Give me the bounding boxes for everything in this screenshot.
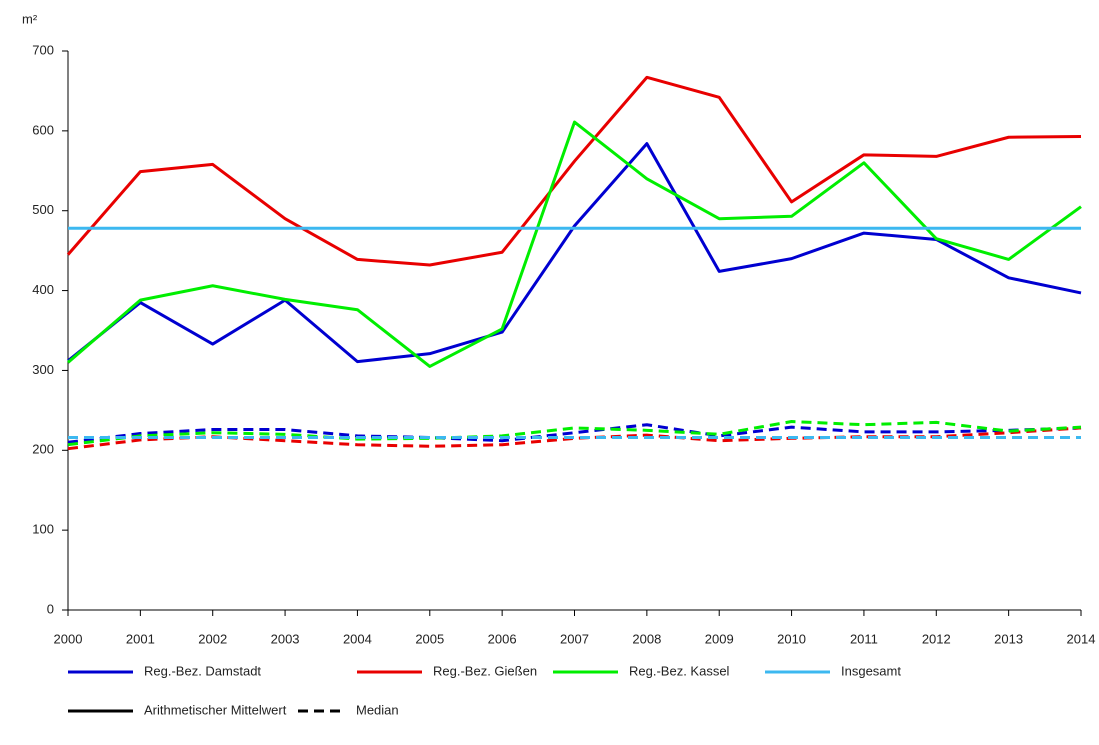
mean-line <box>67 142 1082 364</box>
legend-label: Reg.-Bez. Kassel <box>629 663 730 678</box>
x-tick-label: 2014 <box>1067 631 1096 646</box>
y-tick-label: 200 <box>32 442 54 457</box>
x-tick-label: 2007 <box>560 631 589 646</box>
y-tick-label: 0 <box>47 601 54 616</box>
x-tick-label: 2012 <box>922 631 951 646</box>
mean-line <box>66 75 1082 267</box>
legend-label: Insgesamt <box>841 663 901 678</box>
x-tick-label: 2008 <box>632 631 661 646</box>
y-tick-label: 700 <box>32 42 54 57</box>
x-tick-label: 2003 <box>271 631 300 646</box>
y-tick-label: 100 <box>32 522 54 537</box>
x-tick-label: 2002 <box>198 631 227 646</box>
x-tick-label: 2009 <box>705 631 734 646</box>
x-tick-label: 2013 <box>994 631 1023 646</box>
x-tick-label: 2001 <box>126 631 155 646</box>
x-tick-label: 2010 <box>777 631 806 646</box>
x-tick-label: 2005 <box>415 631 444 646</box>
legend-label: Median <box>356 702 399 717</box>
median-line <box>67 420 1082 447</box>
x-tick-label: 2006 <box>488 631 517 646</box>
y-tick-label: 600 <box>32 122 54 137</box>
y-tick-label: 400 <box>32 282 54 297</box>
legend-label: Reg.-Bez. Damstadt <box>144 663 261 678</box>
x-tick-label: 2004 <box>343 631 372 646</box>
legend-label: Reg.-Bez. Gießen <box>433 663 537 678</box>
y-tick-label: 300 <box>32 362 54 377</box>
mean-line <box>67 120 1082 368</box>
legend-label: Arithmetischer Mittelwert <box>144 702 287 717</box>
x-tick-label: 2000 <box>54 631 83 646</box>
x-tick-label: 2011 <box>850 631 878 646</box>
y-tick-label: 500 <box>32 202 54 217</box>
y-axis-label: m² <box>22 11 38 26</box>
median-line <box>67 423 1082 444</box>
